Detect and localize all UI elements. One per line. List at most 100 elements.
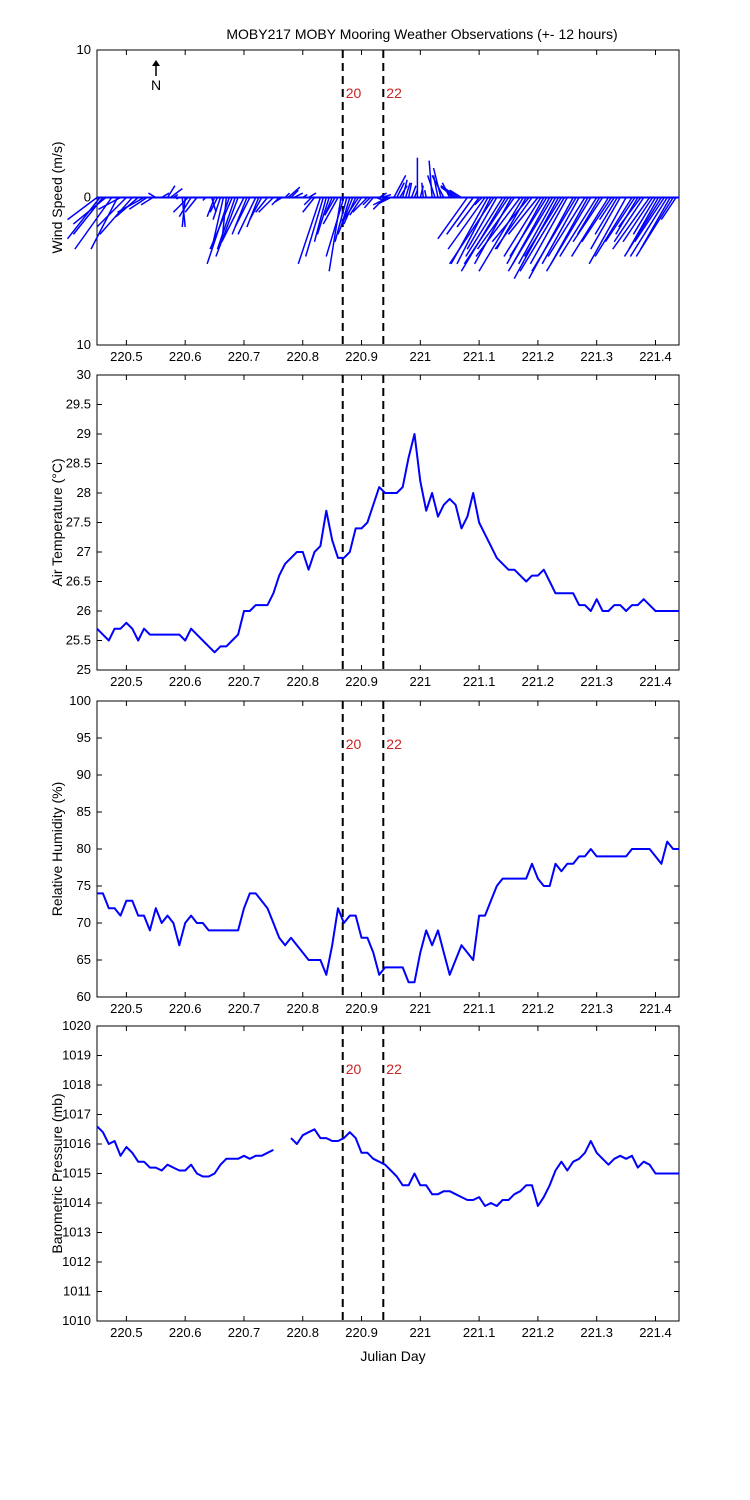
wind-vector: [407, 182, 413, 198]
y-tick-label: 10: [77, 42, 91, 57]
wind-vector: [287, 186, 301, 199]
x-tick-label: 221.1: [463, 1001, 496, 1016]
wind-vector: [316, 197, 330, 235]
wind-vector: [440, 186, 457, 199]
wind-vector: [161, 192, 170, 199]
wind-vector: [334, 197, 348, 242]
y-tick-label: 1010: [62, 1313, 91, 1328]
wind-vector: [494, 197, 533, 250]
x-tick-label: 221.1: [463, 674, 496, 689]
x-tick-label: 220.5: [110, 1001, 143, 1016]
wind-vector: [184, 197, 198, 213]
x-axis-label: Julian Day: [360, 1348, 425, 1364]
x-tick-label: 221.4: [639, 674, 672, 689]
x-tick-label: 220.6: [169, 674, 202, 689]
wind-vector: [456, 197, 480, 228]
wind-vector: [396, 182, 405, 198]
y-tick-label: 90: [77, 767, 91, 782]
x-tick-label: 220.8: [286, 349, 319, 364]
x-tick-label: 221: [409, 674, 431, 689]
wind-vector: [518, 197, 557, 265]
panel-1: 220.5 220.6 220.7 220.8 220.9 221 221.1 221.2 22…: [49, 42, 680, 364]
wind-vector: [237, 197, 257, 235]
event-marker-label: 20: [346, 736, 362, 752]
event-marker-label: 22: [386, 85, 402, 101]
y-tick-label: 25: [77, 662, 91, 677]
wind-vector: [634, 197, 665, 243]
x-tick-label: 221: [409, 349, 431, 364]
y-tick-label: 65: [77, 952, 91, 967]
y-tick-label: 95: [77, 730, 91, 745]
event-marker-label: 20: [346, 1061, 362, 1077]
wind-vector: [604, 197, 636, 243]
wind-vector: [246, 197, 260, 228]
y-tick-label: 28.5: [66, 456, 91, 471]
x-tick-label: 221: [409, 1325, 431, 1340]
x-tick-label: 220.8: [286, 674, 319, 689]
wind-vector: [559, 197, 598, 257]
y-axis-label: Wind Speed (m/s): [49, 141, 65, 253]
plot-frame: [96, 374, 680, 671]
wind-vector: [148, 192, 157, 199]
wind-vector: [507, 197, 539, 235]
y-tick-label: 26: [77, 603, 91, 618]
y-tick-label: 75: [77, 878, 91, 893]
wind-vector: [173, 193, 179, 199]
wind-vector: [381, 193, 392, 199]
y-tick-label: 10: [77, 337, 91, 352]
panels: 220.5 220.6 220.7 220.8 220.9 221 221.1 221.2 22…: [49, 42, 680, 1340]
wind-vector: [545, 197, 592, 272]
wind-vector: [529, 197, 568, 265]
wind-vector: [322, 197, 339, 225]
wind-vector: [590, 197, 621, 250]
wind-vector: [523, 197, 563, 257]
wind-vector: [328, 197, 342, 272]
y-tick-label: 1013: [62, 1225, 91, 1240]
panel-4: 220.5 220.6 220.7 220.8 220.9 221 221.1 221.2 22…: [49, 1018, 680, 1340]
wind-vector: [140, 196, 154, 206]
y-axis-label: Relative Humidity (%): [49, 782, 65, 917]
wind-vector: [404, 182, 411, 198]
wind-vector: [178, 197, 192, 218]
y-tick-label: 100: [69, 693, 91, 708]
wind-vector: [304, 197, 325, 257]
x-tick-label: 221.3: [580, 1001, 613, 1016]
wind-vector: [612, 197, 651, 250]
y-tick-label: 27: [77, 544, 91, 559]
wind-vector: [393, 175, 407, 198]
wind-vector: [90, 197, 119, 250]
x-tick-label: 221.3: [580, 674, 613, 689]
wind-vector: [440, 185, 459, 199]
y-tick-label: 60: [77, 989, 91, 1004]
y-tick-label: 85: [77, 804, 91, 819]
wind-vector: [547, 197, 586, 257]
x-tick-label: 220.9: [345, 1325, 378, 1340]
event-marker-label: 20: [346, 85, 362, 101]
y-tick-label: 1018: [62, 1077, 91, 1092]
x-tick-label: 220.9: [345, 349, 378, 364]
wind-vector: [572, 197, 604, 243]
x-tick-label: 221.3: [580, 349, 613, 364]
wind-vector: [618, 197, 642, 228]
wind-vector: [172, 196, 189, 213]
x-tick-label: 220.7: [228, 1325, 261, 1340]
wind-vector: [410, 185, 417, 198]
wind-vector: [274, 196, 283, 203]
wind-vector: [325, 197, 345, 257]
wind-vector: [456, 197, 492, 265]
x-tick-label: 221.1: [463, 1325, 496, 1340]
x-tick-label: 220.6: [169, 1001, 202, 1016]
x-tick-label: 220.7: [228, 1001, 261, 1016]
y-tick-label: 0: [84, 190, 91, 205]
wind-vector: [302, 193, 308, 199]
wind-vector: [632, 197, 657, 235]
wind-vector: [117, 196, 145, 213]
wind-vector: [96, 196, 127, 228]
y-tick-label: 70: [77, 915, 91, 930]
x-tick-label: 221: [409, 1001, 431, 1016]
y-tick-label: 1011: [63, 1284, 91, 1299]
wind-vector: [660, 197, 677, 221]
x-tick-label: 221.2: [522, 349, 555, 364]
wind-vector: [209, 197, 219, 213]
